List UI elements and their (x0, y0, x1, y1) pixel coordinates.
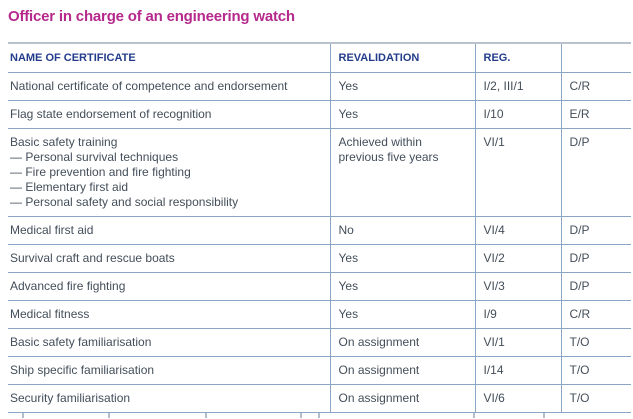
table-row: Flag state endorsement of recognition Ye… (8, 100, 631, 129)
cell-certificate: National certificate of competence and e… (8, 72, 330, 101)
cell-reg: VI/4 (474, 216, 561, 245)
table-header-row: NAME OF CERTIFICATE REVALIDATION REG. (8, 42, 631, 73)
cell-certificate: Advanced fire fighting (8, 272, 330, 301)
cell-certificate: Flag state endorsement of recognition (8, 100, 330, 129)
cell-reg: I/10 (474, 100, 561, 129)
certificate-sub-item: — Personal survival techniques (10, 150, 179, 164)
column-header-revalidation: REVALIDATION (329, 42, 475, 73)
table-row: Medical fitness Yes I/9 C/R (8, 300, 631, 329)
cell-reg: VI/6 (474, 384, 561, 413)
table-row: National certificate of competence and e… (8, 72, 631, 101)
table-row: Ship specific familiarisation On assignm… (8, 356, 631, 385)
table-row: Security familiarisation On assignment V… (8, 384, 631, 413)
cell-revalidation: Yes (329, 244, 475, 273)
cell-code: T/O (560, 328, 631, 357)
cell-code: D/P (560, 272, 631, 301)
cell-revalidation: On assignment (329, 328, 475, 357)
table-row: Survival craft and rescue boats Yes VI/2… (8, 244, 631, 273)
cell-code: E/R (560, 100, 631, 129)
certificate-sub-item: — Personal safety and social responsibil… (10, 195, 239, 209)
cell-code: D/P (560, 216, 631, 245)
certificate-table: NAME OF CERTIFICATE REVALIDATION REG. Na… (8, 42, 631, 413)
cell-certificate: Basic safety familiarisation (8, 328, 330, 357)
cell-revalidation: On assignment (329, 384, 475, 413)
table-row: Basic safety training — Personal surviva… (8, 128, 631, 217)
cell-certificate: Medical fitness (8, 300, 330, 329)
cell-revalidation: Yes (329, 300, 475, 329)
column-header-reg: REG. (474, 42, 561, 73)
cell-revalidation: On assignment (329, 356, 475, 385)
cell-code: C/R (560, 300, 631, 329)
cell-certificate: Ship specific familiarisation (8, 356, 330, 385)
cell-revalidation: No (329, 216, 475, 245)
cell-revalidation: Yes (329, 100, 475, 129)
table-row: Medical first aid No VI/4 D/P (8, 216, 631, 245)
cell-reg: I/9 (474, 300, 561, 329)
cell-certificate: Security familiarisation (8, 384, 330, 413)
cell-revalidation: Yes (329, 272, 475, 301)
cell-certificate: Survival craft and rescue boats (8, 244, 330, 273)
certificate-sub-item: — Elementary first aid (10, 180, 129, 194)
table-row: Advanced fire fighting Yes VI/3 D/P (8, 272, 631, 301)
clipped-text-remnant (0, 413, 633, 419)
cell-reg: VI/3 (474, 272, 561, 301)
cell-code: T/O (560, 356, 631, 385)
cell-code: D/P (560, 128, 631, 217)
cell-reg: VI/2 (474, 244, 561, 273)
certificate-main-label: Basic safety training (10, 135, 118, 149)
column-header-code (560, 42, 631, 73)
cell-reg: VI/1 (474, 328, 561, 357)
cell-certificate: Basic safety training — Personal surviva… (8, 128, 330, 217)
cell-revalidation: Yes (329, 72, 475, 101)
cell-code: C/R (560, 72, 631, 101)
page-title: Officer in charge of an engineering watc… (8, 8, 295, 25)
cell-reg: I/2, III/1 (474, 72, 561, 101)
cell-certificate: Medical first aid (8, 216, 330, 245)
cell-reg: I/14 (474, 356, 561, 385)
table-row: Basic safety familiarisation On assignme… (8, 328, 631, 357)
cell-code: D/P (560, 244, 631, 273)
cell-revalidation: Achieved within previous five years (329, 128, 475, 217)
certificate-sub-item: — Fire prevention and fire fighting (10, 165, 191, 179)
cell-code: T/O (560, 384, 631, 413)
column-header-certificate: NAME OF CERTIFICATE (8, 42, 330, 73)
cell-reg: VI/1 (474, 128, 561, 217)
